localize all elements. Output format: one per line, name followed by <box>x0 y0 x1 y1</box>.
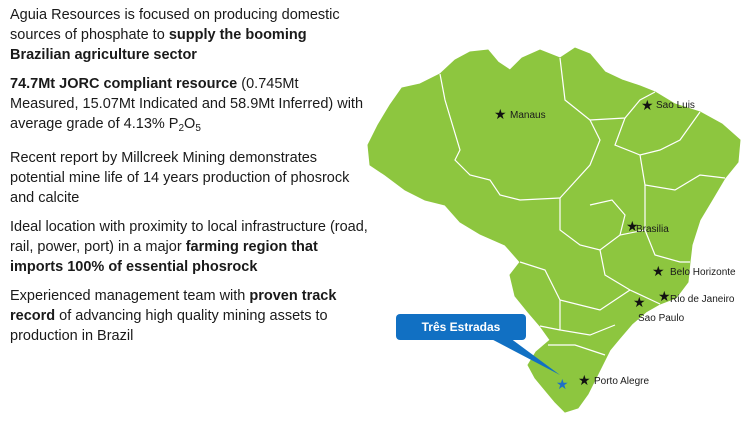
city-label: Sao Luis <box>656 100 695 111</box>
star-icon: ★ <box>652 263 665 279</box>
city-rio: ★ Rio de Janeiro <box>658 288 735 305</box>
para-4: Ideal location with proximity to local i… <box>10 219 368 275</box>
star-icon: ★ <box>578 372 591 388</box>
star-icon: ★ <box>641 97 654 113</box>
tres-estradas-callout: Três Estradas <box>396 314 560 375</box>
state-borders <box>439 57 726 356</box>
star-icon: ★ <box>633 294 646 310</box>
callout-label: Três Estradas <box>422 320 501 334</box>
para-2: 74.7Mt JORC compliant resource (0.745Mt … <box>10 76 364 134</box>
city-label: Manaus <box>510 110 546 121</box>
bullet-text: Aguia Resources is focused on producing … <box>10 5 370 355</box>
city-belo-horizonte: ★ Belo Horizonte <box>652 263 736 279</box>
star-icon: ★ <box>626 218 639 234</box>
city-brasilia: ★ Brasilia <box>626 218 669 235</box>
city-label: Porto Alegre <box>594 376 649 387</box>
city-label: Brasilia <box>636 224 669 235</box>
para-1: Aguia Resources is focused on producing … <box>10 7 340 63</box>
city-label: Belo Horizonte <box>670 267 736 278</box>
star-icon: ★ <box>556 376 569 392</box>
site-tres-estradas: ★ <box>556 376 569 392</box>
star-icon: ★ <box>494 106 507 122</box>
city-label: Sao Paulo <box>638 313 685 324</box>
para-5: Experienced management team with proven … <box>10 288 337 344</box>
para-3: Recent report by Millcreek Mining demons… <box>10 150 350 206</box>
city-sao-luis: ★ Sao Luis <box>641 97 695 113</box>
star-icon: ★ <box>658 288 671 304</box>
brazil-landmass <box>367 47 741 413</box>
city-manaus: ★ Manaus <box>494 106 546 122</box>
city-label: Rio de Janeiro <box>670 294 735 305</box>
city-sao-paulo: ★ Sao Paulo <box>633 294 685 324</box>
city-porto-alegre: ★ Porto Alegre <box>578 372 649 388</box>
